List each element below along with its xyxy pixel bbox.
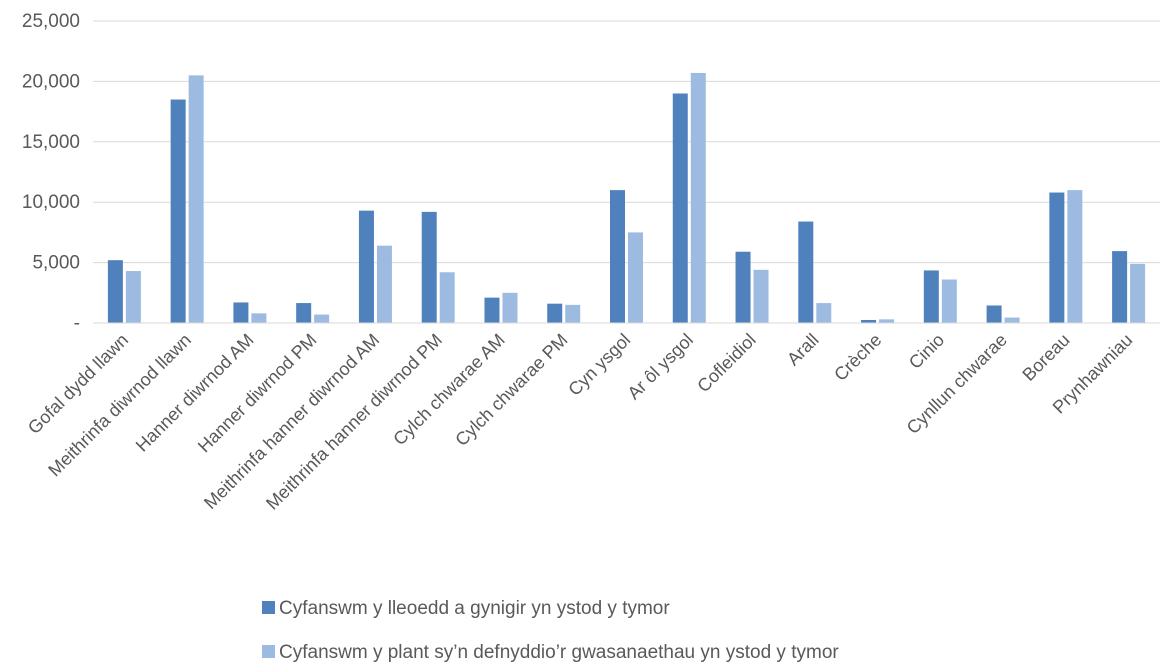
y-tick-label: 25,000	[22, 11, 80, 32]
y-tick-label: 10,000	[22, 192, 80, 213]
bar-series1-4	[358, 210, 374, 323]
bar-series1-2	[233, 302, 249, 323]
x-tick-label: Cinio	[905, 330, 948, 373]
bars	[107, 72, 1146, 324]
y-axis-tick-labels: - 5,000 10,000 15,000 20,000 25,000	[22, 11, 80, 334]
x-tick-label: Ar ôl ysgol	[624, 330, 698, 404]
bar-series2-2	[251, 313, 267, 323]
bar-series2-8	[628, 232, 643, 323]
x-tick-label: Crèche	[830, 330, 885, 385]
bar-series2-14	[1004, 317, 1020, 323]
bar-series2-1	[188, 75, 204, 323]
bar-series2-13	[941, 279, 957, 323]
bar-series1-8	[610, 190, 625, 323]
gridlines	[93, 20, 1160, 264]
bar-series1-13	[923, 270, 939, 323]
bar-series1-9	[672, 93, 688, 323]
y-tick-label: -	[74, 313, 80, 334]
bar-series2-5	[439, 272, 455, 323]
bar-series2-9	[690, 72, 706, 323]
legend: Cyfanswm y lleoedd a gynigir yn ystod y …	[262, 598, 839, 663]
bar-series1-0	[107, 260, 123, 323]
y-tick-label: 5,000	[32, 253, 80, 274]
bar-series1-10	[735, 251, 751, 323]
legend-swatch-series2	[262, 645, 275, 658]
legend-label-series1: Cyfanswm y lleoedd a gynigir yn ystod y …	[279, 598, 670, 619]
bar-series2-16	[1130, 263, 1146, 323]
bar-series2-12	[879, 319, 895, 323]
bar-series2-6	[502, 292, 518, 323]
bar-series2-7	[565, 304, 581, 323]
x-tick-label: Hanner diwrnod PM	[194, 330, 321, 457]
bar-series1-7	[547, 303, 563, 323]
x-tick-label: Boreau	[1018, 330, 1073, 385]
x-tick-label: Arall	[783, 330, 823, 370]
bar-series1-3	[296, 303, 312, 323]
bar-series1-15	[1049, 192, 1065, 323]
bar-series1-11	[798, 221, 814, 323]
bar-series2-10	[753, 269, 769, 323]
bar-series1-14	[986, 305, 1002, 323]
y-tick-label: 15,000	[22, 132, 80, 153]
x-tick-label: Cylch chwarae AM	[389, 330, 509, 450]
x-tick-label: Cylch chwarae PM	[451, 330, 571, 450]
bar-series2-15	[1067, 190, 1083, 323]
bar-series2-4	[376, 245, 392, 323]
y-tick-label: 20,000	[22, 71, 80, 92]
legend-swatch-series1	[262, 601, 275, 614]
bar-series1-1	[170, 99, 186, 324]
bar-series1-16	[1112, 251, 1128, 323]
bar-series2-0	[125, 271, 141, 323]
x-tick-label: Cofleidiol	[693, 330, 760, 397]
bar-series1-12	[861, 319, 877, 323]
bar-series2-11	[816, 303, 832, 323]
bar-series1-5	[421, 211, 437, 323]
bar-series1-6	[484, 297, 500, 323]
legend-label-series2: Cyfanswm y plant sy’n defnyddio’r gwasan…	[279, 642, 839, 663]
x-tick-label: Hanner diwrnod AM	[132, 330, 258, 456]
bar-series2-3	[314, 314, 330, 323]
